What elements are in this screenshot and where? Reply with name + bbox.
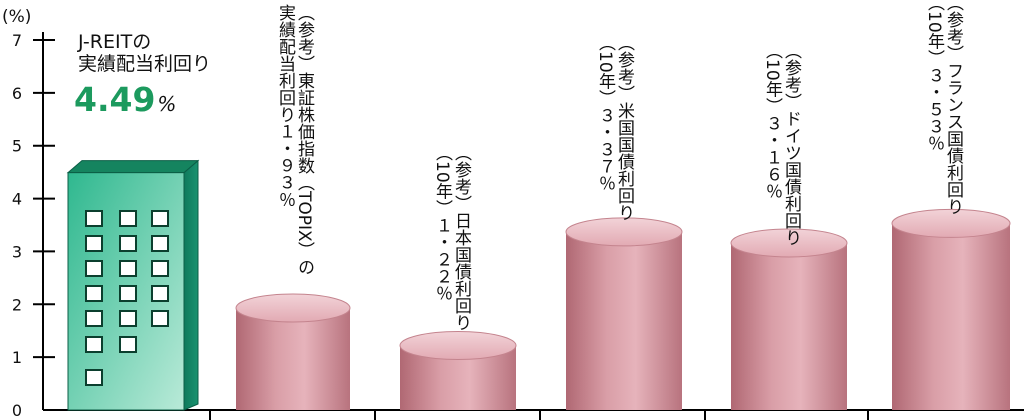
reference-annotation: （参考）ドイツ国債利回り （10年）３・１６％ [762,42,801,246]
jreit-value: 4.49% [74,80,176,119]
y-tick-label: 5 [12,137,22,156]
annotation-line: （10年）３・５３％ [924,0,944,152]
cylinder-body [236,307,350,410]
cylinder-body [731,242,847,410]
cylinder-bar [399,331,517,410]
annotation-line: （参考）日本国債利回り [451,144,471,331]
jreit-value-percent: % [157,92,176,116]
building-window [151,210,169,227]
cylinder-top [730,228,848,258]
reference-annotation: （参考）東証株価指数（TOPIX）の 実績配当利回り１・９３％ [275,4,314,276]
reference-annotation: （参考）フランス国債利回り （10年）３・５３％ [924,0,963,215]
cylinder-bar [891,208,1011,410]
building-window [119,310,137,327]
building-roof [66,160,200,174]
y-tick-label: 4 [12,190,22,209]
building-window [151,260,169,277]
building-window [119,210,137,227]
building-window [151,285,169,302]
building-window [85,336,103,353]
cylinder-body [566,231,682,410]
y-tick-label: 7 [12,31,22,50]
y-tick-label: 6 [12,84,22,103]
annotation-line: （参考）ドイツ国債利回り [781,42,801,246]
cylinder-top [891,208,1011,238]
reference-annotation: （参考）日本国債利回り （10年）１・２２％ [432,144,471,331]
annotation-line: （10年）３・３７％ [595,34,615,192]
building-window [85,235,103,252]
jreit-title-line1: J-REITの [77,31,151,53]
building-window [151,235,169,252]
building-window [119,235,137,252]
building-window [151,310,169,327]
building-window [85,310,103,327]
bars-layer [66,159,1011,411]
cylinder-top [399,331,517,361]
building-window [119,260,137,277]
y-tick-label: 3 [12,242,22,261]
building-window [85,285,103,302]
y-tick-label: 1 [12,348,22,367]
building-window [85,369,103,386]
annotation-line: 実績配当利回り１・９３％ [275,4,295,208]
cylinder-bar [565,217,683,410]
cylinder-top [565,217,683,247]
building-window [85,210,103,227]
annotation-line: （10年）３・１６％ [762,42,782,200]
jreit-building [66,159,200,411]
cylinder-bar [235,293,351,410]
building-window [85,260,103,277]
cylinder-body [400,345,516,410]
cylinder-body [892,223,1010,410]
building-window [119,336,137,353]
building-side [183,159,199,411]
building-window [119,285,137,302]
y-tick-label: 0 [12,401,22,420]
jreit-value-number: 4.49 [74,80,155,119]
reference-annotation: （参考）米国国債利回り （10年）３・３７％ [595,34,634,221]
annotation-line: （参考）東証株価指数（TOPIX）の [294,4,314,276]
y-axis-unit: (%) [2,7,31,27]
axis-layer: 0 1 2 3 4 5 6 7 [12,31,1024,420]
jreit-title-line2: 実績配当利回り [78,53,211,75]
cylinder-bar [730,228,848,410]
annotation-line: （参考）米国国債利回り [614,34,634,221]
y-tick-label: 2 [12,295,22,314]
annotation-line: （10年）１・２２％ [432,144,452,302]
annotation-line: （参考）フランス国債利回り [943,0,963,215]
cylinder-top [235,293,351,323]
